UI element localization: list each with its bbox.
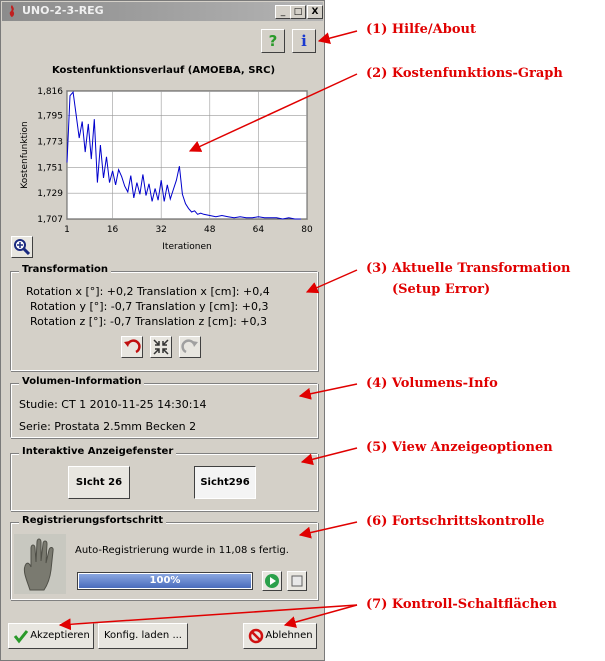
cost-series-line [66, 91, 301, 220]
maximize-button[interactable]: □ [290, 5, 306, 19]
zoom-icon [14, 239, 31, 256]
chart-title: Kostenfunktionsverlauf (AMOEBA, SRC) [51, 65, 276, 76]
volume-study: Studie: CT 1 2010-11-25 14:30:14 [19, 398, 207, 411]
redo-button[interactable] [179, 336, 201, 358]
hand-icon [14, 534, 66, 594]
progress-group: Registrierungsfortschritt Auto-Registrie… [10, 515, 318, 600]
y-axis-label: Kostenfunktion [20, 121, 30, 188]
arrow-4 [298, 383, 358, 400]
about-button[interactable]: i [292, 29, 316, 53]
prohibited-icon [248, 628, 264, 644]
view-button-2[interactable]: Sicht296 [194, 466, 256, 499]
y-tick-label: 1,795 [37, 112, 63, 122]
zoom-button[interactable] [11, 236, 33, 258]
title-bar[interactable]: UNO-2-3-REG _ □ X [2, 2, 323, 21]
views-group: Interaktive Anzeigefenster SIcht 26 Sich… [10, 446, 318, 511]
reject-label: Ablehnen [265, 630, 313, 641]
load-config-button[interactable]: Konfig. laden ... [98, 623, 188, 649]
app-window: UNO-2-3-REG _ □ X ? i Kostenfunktionsver… [0, 0, 325, 661]
transformation-row-z: Rotation z [°]: -0,7 Translation z [cm]:… [30, 315, 267, 328]
x-tick-label: 80 [301, 225, 313, 235]
stop-button[interactable] [287, 571, 307, 591]
arrow-7a [58, 604, 358, 631]
y-tick-label: 1,751 [37, 163, 63, 173]
undo-icon [124, 339, 141, 354]
transformation-row-x: Rotation x [°]: +0,2 Translation x [cm]:… [26, 285, 270, 298]
volume-group: Volumen-Information Studie: CT 1 2010-11… [10, 376, 318, 438]
x-tick-label: 64 [253, 225, 265, 235]
play-icon [265, 574, 279, 588]
x-axis-label: Iterationen [162, 242, 211, 252]
y-tick-label: 1,773 [37, 137, 63, 147]
accept-label: Akzeptieren [30, 630, 90, 641]
x-tick-label: 1 [64, 225, 70, 235]
help-button[interactable]: ? [261, 29, 285, 53]
y-tick-label: 1,816 [37, 87, 63, 97]
progress-status: Auto-Registrierung wurde in 11,08 s fert… [75, 545, 289, 556]
views-title: Interaktive Anzeigefenster [19, 446, 177, 457]
annotation-2: (2) Kostenfunktions-Graph [366, 66, 563, 81]
annotation-4: (4) Volumens-Info [366, 376, 498, 391]
annotation-6: (6) Fortschrittskontrolle [366, 514, 545, 529]
transformation-group: Transformation Rotation x [°]: +0,2 Tran… [10, 264, 318, 371]
app-logo-icon [9, 5, 15, 17]
plot-area [66, 90, 308, 220]
annotation-5: (5) View Anzeigeoptionen [366, 440, 553, 455]
reject-button[interactable]: Ablehnen [243, 623, 317, 649]
y-tick-label: 1,707 [37, 215, 63, 225]
progress-fill [79, 574, 251, 588]
arrow-5 [300, 447, 358, 466]
arrow-1 [317, 30, 358, 45]
arrow-2 [188, 73, 358, 152]
stop-icon [291, 575, 303, 587]
reset-transform-button[interactable] [150, 336, 172, 358]
arrow-7b [283, 604, 358, 628]
close-button[interactable]: X [307, 5, 323, 19]
arrow-3 [305, 269, 358, 294]
undo-button[interactable] [121, 336, 143, 358]
transformation-row-y: Rotation y [°]: -0,7 Translation y [cm]:… [30, 300, 269, 313]
annotation-1: (1) Hilfe/About [366, 22, 476, 37]
y-tick-label: 1,729 [37, 189, 63, 199]
x-tick-label: 16 [107, 225, 119, 235]
progress-percent: 100% [149, 575, 181, 586]
volume-series: Serie: Prostata 2.5mm Becken 2 [19, 420, 197, 433]
progress-bar: 100% [77, 572, 253, 590]
annotation-3b: (Setup Error) [392, 282, 491, 297]
collapse-arrows-icon [153, 339, 169, 355]
checkmark-icon [13, 630, 29, 644]
x-tick-label: 48 [204, 225, 216, 235]
cost-function-chart: 1 16 32 48 64 80 1,707 1,729 1,751 1,773 1,795 1,81… [20, 87, 313, 252]
annotation-7: (7) Kontroll-Schaltflächen [366, 597, 557, 612]
x-tick-label: 32 [155, 225, 166, 235]
play-button[interactable] [262, 571, 282, 591]
volume-title: Volumen-Information [19, 376, 145, 387]
arrow-6 [298, 521, 358, 539]
transformation-title: Transformation [19, 264, 111, 275]
window-title: UNO-2-3-REG [22, 4, 104, 17]
progress-title: Registrierungsfortschritt [19, 515, 167, 526]
view-button-1[interactable]: SIcht 26 [68, 466, 130, 499]
annotation-3: (3) Aktuelle Transformation [366, 261, 571, 276]
accept-button[interactable]: Akzeptieren [8, 623, 94, 649]
redo-icon [181, 339, 198, 354]
